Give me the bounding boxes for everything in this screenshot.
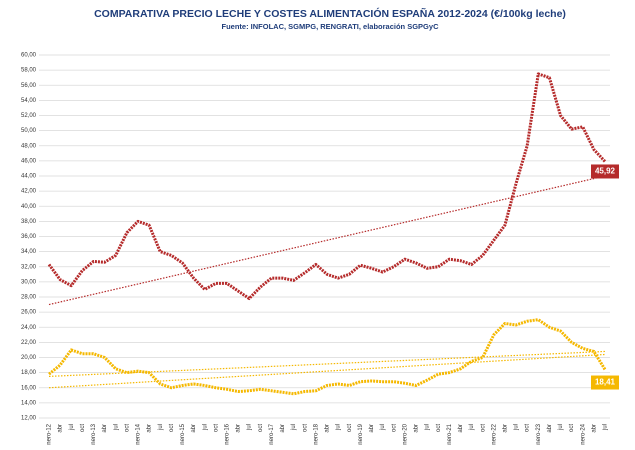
x-tick-label: nero-16 bbox=[224, 423, 230, 444]
x-tick-label: nero-15 bbox=[180, 423, 186, 444]
x-tick-label: abr bbox=[191, 424, 197, 433]
y-tick-label: 34,00 bbox=[21, 249, 37, 255]
y-tick-label: 52,00 bbox=[21, 113, 37, 119]
y-tick-label: 12,00 bbox=[21, 416, 37, 422]
x-tick-label: nero-20 bbox=[402, 423, 408, 444]
value-label-box bbox=[591, 164, 619, 179]
x-tick-label: oct bbox=[480, 424, 486, 432]
x-tick-label: jul bbox=[603, 424, 609, 431]
y-tick-label: 38,00 bbox=[21, 219, 37, 225]
x-tick-label: nero-12 bbox=[47, 423, 53, 444]
x-tick-label: jul bbox=[247, 424, 253, 431]
x-tick-label: abr bbox=[458, 424, 464, 433]
y-tick-label: 60,00 bbox=[21, 53, 37, 59]
y-tick-label: 40,00 bbox=[21, 204, 37, 210]
x-tick-label: oct bbox=[436, 424, 442, 432]
y-tick-label: 46,00 bbox=[21, 158, 37, 164]
x-tick-label: jul bbox=[202, 424, 208, 431]
y-tick-label: 30,00 bbox=[21, 279, 37, 285]
series-line bbox=[48, 318, 607, 396]
y-tick-label: 36,00 bbox=[21, 234, 37, 240]
x-tick-label: jul bbox=[336, 424, 342, 431]
x-tick-label: nero-14 bbox=[136, 423, 142, 444]
y-tick-label: 48,00 bbox=[21, 143, 37, 149]
value-label: 18,41 bbox=[595, 378, 616, 387]
x-tick-label: nero-18 bbox=[313, 423, 319, 444]
x-tick-label: jul bbox=[291, 424, 297, 431]
y-tick-label: 32,00 bbox=[21, 264, 37, 270]
x-tick-label: oct bbox=[569, 424, 575, 432]
x-tick-label: jul bbox=[113, 424, 119, 431]
x-tick-label: jul bbox=[425, 424, 431, 431]
x-tick-label: oct bbox=[213, 424, 219, 432]
x-tick-label: jul bbox=[469, 424, 475, 431]
x-tick-label: jul bbox=[69, 424, 75, 431]
x-tick-label: abr bbox=[414, 424, 420, 433]
y-tick-label: 18,00 bbox=[21, 370, 37, 376]
y-tick-label: 26,00 bbox=[21, 310, 37, 316]
trend-line bbox=[48, 353, 606, 389]
value-label: 45,92 bbox=[595, 167, 616, 176]
x-tick-label: nero-22 bbox=[491, 423, 497, 444]
x-tick-label: jul bbox=[514, 424, 520, 431]
y-tick-label: 22,00 bbox=[21, 340, 37, 346]
y-tick-label: 50,00 bbox=[21, 128, 37, 134]
x-tick-label: jul bbox=[380, 424, 386, 431]
chart-subtitle: Fuente: INFOLAC, SGMPG, RENGRATI, elabor… bbox=[222, 22, 440, 31]
y-tick-label: 58,00 bbox=[21, 68, 37, 74]
x-tick-label: abr bbox=[369, 424, 375, 433]
x-tick-label: jul bbox=[558, 424, 564, 431]
series-line bbox=[47, 72, 607, 301]
x-tick-label: nero-19 bbox=[358, 423, 364, 444]
x-tick-label: oct bbox=[391, 424, 397, 432]
x-tick-label: abr bbox=[102, 424, 108, 433]
x-tick-label: abr bbox=[502, 424, 508, 433]
x-tick-label: oct bbox=[525, 424, 531, 432]
x-tick-label: oct bbox=[302, 424, 308, 432]
y-tick-label: 16,00 bbox=[21, 385, 37, 391]
y-tick-label: 56,00 bbox=[21, 83, 37, 89]
x-tick-label: abr bbox=[325, 424, 331, 433]
y-tick-label: 54,00 bbox=[21, 98, 37, 104]
y-tick-label: 14,00 bbox=[21, 400, 37, 406]
x-tick-label: oct bbox=[124, 424, 130, 432]
y-tick-label: 24,00 bbox=[21, 325, 37, 331]
x-tick-label: oct bbox=[80, 424, 86, 432]
chart-title: COMPARATIVA PRECIO LECHE Y COSTES ALIMEN… bbox=[94, 7, 566, 20]
y-tick-label: 20,00 bbox=[21, 355, 37, 361]
x-tick-label: nero-24 bbox=[580, 423, 586, 444]
x-tick-label: oct bbox=[169, 424, 175, 432]
x-tick-label: jul bbox=[158, 424, 164, 431]
x-tick-label: abr bbox=[147, 424, 153, 433]
trend-line bbox=[48, 175, 606, 306]
x-tick-label: nero-21 bbox=[447, 423, 453, 444]
y-tick-label: 42,00 bbox=[21, 189, 37, 195]
x-tick-label: abr bbox=[236, 424, 242, 433]
x-tick-label: nero-13 bbox=[91, 423, 97, 444]
x-tick-label: abr bbox=[58, 424, 64, 433]
x-tick-label: abr bbox=[591, 424, 597, 433]
x-tick-label: abr bbox=[547, 424, 553, 433]
x-tick-label: oct bbox=[258, 424, 264, 432]
y-tick-label: 44,00 bbox=[21, 174, 37, 180]
x-tick-label: nero-17 bbox=[269, 423, 275, 444]
x-tick-label: abr bbox=[280, 424, 286, 433]
y-tick-label: 28,00 bbox=[21, 295, 37, 301]
value-label-box bbox=[591, 375, 619, 390]
x-tick-label: nero-23 bbox=[536, 423, 542, 444]
x-tick-label: oct bbox=[347, 424, 353, 432]
